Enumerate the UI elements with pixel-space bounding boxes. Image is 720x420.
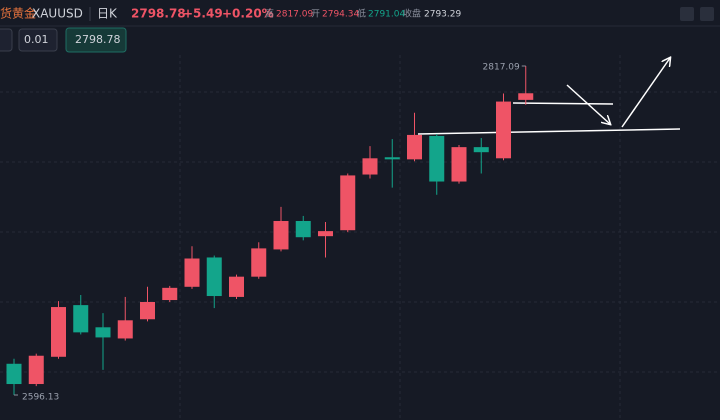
- candle-body: [518, 93, 534, 100]
- tool-button[interactable]: [700, 7, 714, 21]
- lot-input[interactable]: [18, 28, 58, 52]
- annotations: [417, 58, 681, 135]
- close-value: 2793.29: [424, 10, 461, 20]
- candle-body: [28, 355, 44, 385]
- candle-body: [384, 157, 400, 160]
- candle-body: [117, 320, 133, 339]
- trend-line: [417, 128, 681, 135]
- high-label: 2817.09: [483, 63, 520, 73]
- trend-line: [512, 102, 614, 105]
- candle-body: [73, 305, 89, 333]
- candle-body: [51, 307, 66, 357]
- lot-value: 0.01: [24, 33, 49, 46]
- low-label: 2596.13: [22, 393, 59, 403]
- candle-body: [473, 147, 489, 153]
- candle-body: [184, 258, 200, 287]
- candle-body: [318, 231, 333, 237]
- change: +5.49: [183, 7, 223, 21]
- close-label: 收盘: [403, 8, 421, 20]
- candle-body: [206, 257, 222, 297]
- arrow: [566, 84, 610, 124]
- candle-body: [95, 327, 111, 338]
- high-label: 高: [265, 8, 274, 20]
- price-input[interactable]: [65, 27, 127, 53]
- candle-body: [273, 220, 289, 250]
- arrow: [621, 58, 670, 128]
- open-value: 2794.34: [322, 10, 359, 20]
- candle-body: [407, 134, 422, 160]
- candle-body: [229, 276, 244, 297]
- candle-body: [6, 363, 22, 385]
- candle-body: [496, 101, 511, 159]
- candle-body: [362, 158, 378, 175]
- candle-body: [140, 301, 155, 320]
- low-label: 低: [357, 8, 366, 20]
- price: 2798.78: [131, 7, 186, 21]
- period[interactable]: 日K: [97, 7, 118, 21]
- grid: [0, 55, 720, 420]
- candle-body: [162, 287, 178, 301]
- price-input-value: 2798.78: [75, 33, 121, 46]
- low-value: 2791.04: [368, 10, 405, 20]
- change-pct: +0.20%: [222, 7, 274, 21]
- instrument-name: 货黄金: [0, 6, 36, 21]
- candle-body: [451, 147, 467, 182]
- tool-button[interactable]: [680, 7, 694, 21]
- high-value: 2817.09: [276, 10, 313, 20]
- candle-body: [429, 135, 445, 182]
- candle-body: [251, 248, 267, 277]
- symbol[interactable]: XAUUSD: [32, 7, 83, 21]
- candle-body: [340, 175, 356, 231]
- side-button[interactable]: [0, 28, 13, 52]
- candle-body: [295, 220, 311, 238]
- open-label: 开: [311, 9, 320, 20]
